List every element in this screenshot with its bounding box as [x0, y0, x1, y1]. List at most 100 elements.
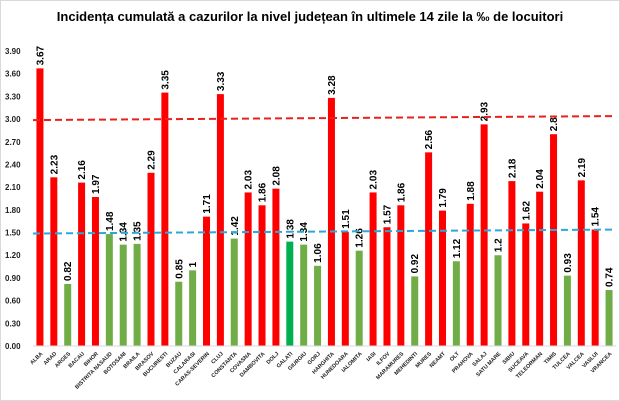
data-label: 1.34: [119, 222, 130, 242]
data-label: 2.16: [77, 160, 88, 180]
bar-gorj: [314, 265, 322, 346]
y-tick-label: 0.00: [5, 342, 21, 351]
bar-arges: [64, 283, 72, 346]
data-label: 2.08: [271, 166, 282, 186]
data-label: 2.03: [244, 170, 255, 190]
data-label: 1.88: [466, 181, 477, 201]
data-label: 1.51: [341, 209, 352, 229]
y-tick-label: 2.40: [5, 160, 21, 169]
data-label: 0.74: [605, 267, 616, 287]
bar-braila: [133, 243, 141, 346]
bar-suceava: [522, 223, 530, 346]
bar-mures: [425, 152, 433, 346]
bar-valcea: [577, 180, 585, 346]
bar-prahova: [466, 203, 474, 346]
data-label: 2.8: [549, 117, 560, 131]
x-tick-label: NEAMT: [429, 351, 448, 370]
bar-cluj: [216, 94, 224, 346]
bar-buzau: [175, 281, 183, 346]
y-tick-label: 0.90: [5, 274, 21, 283]
bar-botosani: [119, 244, 127, 346]
y-tick-label: 0.30: [5, 319, 21, 328]
data-label: 1.62: [521, 201, 532, 221]
bar-timis: [550, 134, 558, 346]
blue-reference-line: [32, 228, 617, 235]
data-label: 2.19: [577, 157, 588, 177]
y-tick-label: 3.90: [5, 47, 21, 56]
data-label: 2.04: [535, 169, 546, 189]
data-label: 2.29: [146, 150, 157, 170]
bar-iasi: [369, 192, 377, 346]
bar-giurgiu: [300, 244, 308, 346]
bar-vrancea: [605, 290, 613, 346]
bar-vaslui: [591, 229, 599, 346]
bar-alba: [36, 68, 44, 347]
bar-harghita: [327, 97, 335, 347]
bar-caras-severin: [203, 216, 211, 346]
y-tick-label: 1.80: [5, 206, 21, 215]
data-label: 2.23: [49, 154, 60, 174]
data-label: 1.06: [313, 243, 324, 263]
data-label: 0.92: [410, 254, 421, 274]
data-label: 3.35: [160, 70, 171, 90]
data-label: 1.57: [382, 204, 393, 224]
data-label: 0.82: [63, 261, 74, 281]
data-label: 2.03: [369, 170, 380, 190]
bar-covasna: [244, 192, 252, 346]
data-label: 1.34: [299, 222, 310, 242]
bar-ilfov: [383, 227, 391, 346]
bar-dolj: [272, 188, 280, 346]
bar-sibiu: [508, 181, 516, 346]
bar-brasov: [147, 172, 155, 346]
y-tick-label: 1.50: [5, 229, 21, 238]
data-label: 3.28: [327, 75, 338, 95]
data-label: 1.12: [452, 238, 463, 258]
bar-hunedoara: [341, 231, 349, 346]
bar-dambovita: [258, 205, 266, 346]
data-label: 0.85: [174, 259, 185, 279]
bar-arad: [50, 177, 58, 346]
bar-olt: [452, 261, 460, 346]
bar-constanta: [230, 238, 238, 346]
y-tick-label: 3.60: [5, 70, 21, 79]
y-tick-label: 1.20: [5, 251, 21, 260]
data-label: 1.86: [258, 182, 269, 202]
data-label: 0.93: [563, 253, 574, 273]
data-label: 1.35: [133, 221, 144, 241]
bar-salaj: [480, 124, 488, 346]
data-label: 2.18: [507, 158, 518, 178]
data-label: 1.54: [591, 207, 602, 227]
data-label: 1.71: [202, 194, 213, 214]
data-label: 2.56: [424, 129, 435, 149]
data-label: 1: [188, 261, 199, 267]
bar-mehedinti: [411, 276, 419, 346]
bar-satu-mare: [494, 255, 502, 346]
bar-galati: [286, 241, 294, 346]
bar-teleorman: [536, 191, 544, 346]
bar-bistrita-nasaud: [105, 234, 113, 346]
bar-neamt: [438, 210, 446, 346]
data-label: 1.26: [355, 228, 366, 248]
red-reference-line: [32, 115, 617, 122]
y-tick-label: 3.30: [5, 92, 21, 101]
y-tick-label: 0.60: [5, 297, 21, 306]
data-label: 1.79: [438, 188, 449, 208]
data-label: 1.38: [285, 219, 296, 239]
y-tick-label: 2.10: [5, 183, 21, 192]
bar-bacau: [78, 182, 86, 346]
data-label: 1.2: [494, 238, 505, 252]
y-tick-label: 2.70: [5, 138, 21, 147]
data-label: 2.93: [480, 101, 491, 121]
data-label: 1.42: [230, 216, 241, 236]
data-label: 1.48: [105, 211, 116, 231]
bar-ialomita: [355, 250, 363, 346]
y-tick-label: 3.00: [5, 115, 21, 124]
data-label: 3.67: [35, 45, 46, 65]
bar-bihor: [91, 196, 99, 346]
x-tick-label: ALBA: [29, 351, 44, 366]
bar-bucuresti: [161, 92, 169, 346]
bar-maramures: [397, 205, 405, 346]
data-label: 1.86: [396, 182, 407, 202]
